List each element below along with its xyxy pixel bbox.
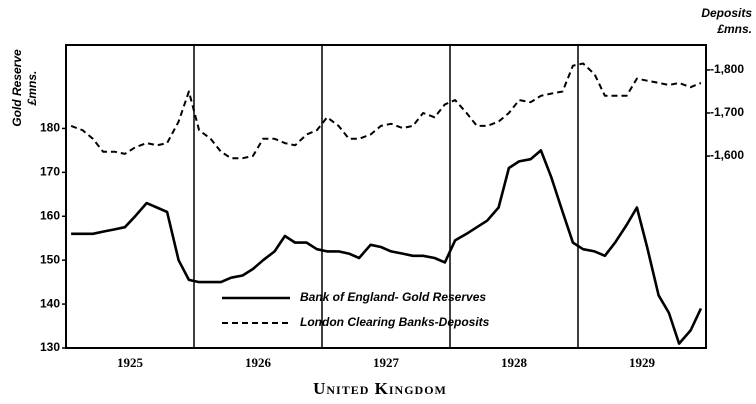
x-tick-label: 1928 [501,355,528,370]
chart-title: United Kingdom [313,379,447,398]
y2-axis-label: Deposits [701,6,752,20]
x-tick-label: 1927 [373,355,400,370]
series-line [71,149,703,345]
y-axis-label: £mns. [25,71,39,107]
y-axis-label: Gold Reserve [10,49,24,127]
y-tick-label: 130 [40,340,60,354]
y-tick-label: 170 [40,165,60,179]
legend-label: Bank of England- Gold Reserves [300,290,486,304]
legend-label: London Clearing Banks-Deposits [300,315,490,329]
y2-tick-label: -1,600 [710,148,744,162]
x-tick-label: 1929 [629,355,656,370]
y-tick-label: 140 [40,296,60,310]
y-tick-label: 180 [40,121,60,135]
series-line [70,62,702,160]
plot-frame [65,44,707,349]
x-tick-label: 1926 [245,355,272,370]
y2-tick-label: -1,800 [710,62,744,76]
y-tick-label: 150 [40,252,60,266]
x-tick-label: 1925 [117,355,144,370]
y-tick-label: 160 [40,208,60,222]
y2-axis-label: £mns. [716,22,752,36]
y2-tick-label: -1,700 [710,105,744,119]
